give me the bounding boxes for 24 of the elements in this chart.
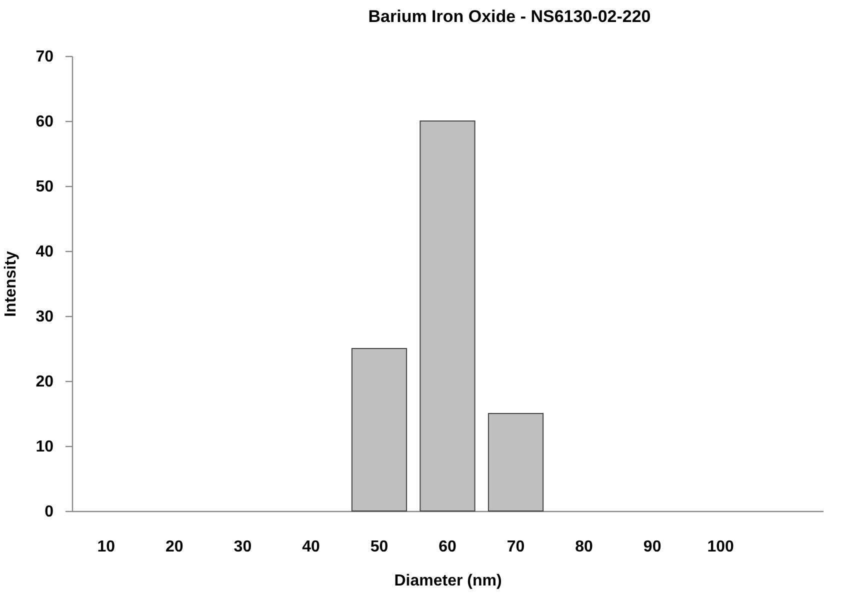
y-tick-label: 70 xyxy=(36,48,54,66)
y-tick-label: 40 xyxy=(36,244,54,260)
y-tick-label: 30 xyxy=(36,308,54,326)
bar xyxy=(488,413,544,512)
x-tick-label: 50 xyxy=(370,538,388,556)
bar xyxy=(351,348,408,512)
x-tick-label: 60 xyxy=(438,538,456,556)
x-tick-label: 90 xyxy=(643,538,662,556)
x-tick-label: 20 xyxy=(166,538,184,556)
bar xyxy=(420,120,476,512)
x-tick-label: 100 xyxy=(707,538,734,556)
x-tick-label: 10 xyxy=(97,538,116,556)
x-tick-label: 80 xyxy=(575,538,594,556)
x-axis-title: Diameter (nm) xyxy=(394,572,502,590)
x-tick-label: 70 xyxy=(506,538,525,556)
x-tick-label: 40 xyxy=(302,538,320,556)
x-tick-label: 30 xyxy=(234,538,252,556)
y-tick-label: 50 xyxy=(36,178,54,196)
y-axis-title: Intensity xyxy=(2,251,20,317)
y-tick-label: 10 xyxy=(36,438,54,456)
y-tick-label: 0 xyxy=(44,504,54,520)
chart-title: Barium Iron Oxide - NS6130-02-220 xyxy=(368,7,651,26)
y-tick-label: 60 xyxy=(36,114,54,130)
y-tick-label: 20 xyxy=(36,374,54,390)
